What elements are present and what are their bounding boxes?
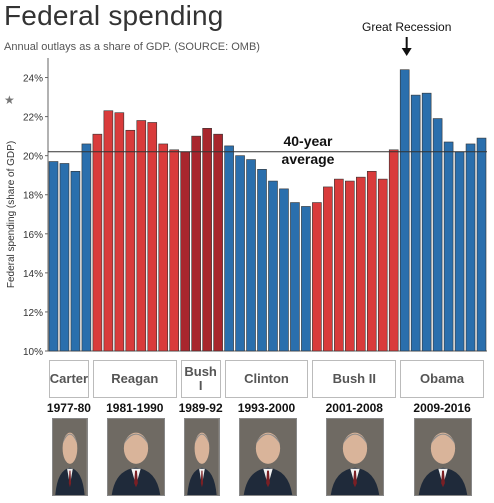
bar-1981	[92, 133, 103, 352]
y-axis-title: Federal spending (share of GDP)	[6, 141, 17, 288]
bar-1983	[114, 112, 125, 352]
president-portrait	[183, 418, 220, 496]
president-term-label: 1993-2000	[237, 401, 296, 415]
y-tick-label: 18%	[23, 191, 43, 202]
president-name-box: Obama	[400, 360, 484, 398]
bar-2002	[323, 186, 333, 352]
great-recession-label: Great Recession	[362, 20, 451, 34]
president-name-box: Reagan	[92, 360, 177, 398]
bar-1993	[224, 145, 234, 352]
bar-2006	[366, 170, 377, 352]
chart-title: Federal spending	[4, 0, 224, 31]
plot-area: 10% 12% 14% 16% 18% 20% 22% 24% Federal spending…	[6, 20, 487, 358]
president-name-box: Clinton	[224, 360, 309, 398]
president-term-label: 2009-2016	[413, 401, 471, 415]
bar-1980	[81, 143, 92, 352]
pin-icon[interactable]: ★	[4, 93, 15, 107]
bar-2007	[377, 178, 388, 352]
bar-2003	[334, 178, 344, 352]
bar-2005	[355, 176, 366, 352]
president-term-label: 1989-92	[178, 401, 223, 415]
y-tick-label: 12%	[23, 308, 43, 319]
bar-1987	[158, 143, 169, 352]
bar-1989	[180, 151, 190, 352]
bar-1998	[279, 188, 289, 352]
bar-2001	[312, 202, 322, 352]
y-tick-label: 24%	[23, 74, 43, 85]
y-tick-label: 14%	[23, 269, 43, 280]
bar-2000	[301, 206, 311, 352]
bar-1991	[202, 128, 212, 352]
bar-1999	[290, 202, 300, 352]
bar-1979	[70, 170, 81, 352]
bar-2012	[432, 118, 443, 352]
bar-1982	[103, 110, 114, 352]
president-portrait	[414, 418, 473, 496]
bar-1992	[213, 133, 223, 352]
president-term-label: 1981-1990	[106, 401, 164, 415]
president-portrait	[326, 418, 385, 496]
president-term-label: 2001-2008	[325, 401, 383, 415]
bar-2009	[399, 69, 410, 352]
bar-1990	[191, 135, 201, 352]
bar-1997	[268, 180, 278, 352]
bar-1994	[235, 155, 245, 352]
bar-1985	[136, 120, 147, 352]
great-recession-arrow-head	[401, 48, 412, 56]
y-tick-label: 20%	[23, 152, 43, 163]
president-term-label: 1977-80	[46, 401, 91, 415]
president-name-box: Carter	[49, 360, 89, 398]
president-portrait	[238, 418, 297, 496]
bar-1996	[257, 169, 267, 352]
bar-2013	[443, 141, 454, 352]
bar-1988	[169, 149, 180, 352]
average-label-line2: average	[282, 151, 335, 167]
president-name-box: Bush I	[180, 360, 221, 398]
bar-2010	[410, 94, 421, 352]
bar-1978	[59, 163, 70, 352]
bar-2016	[476, 137, 487, 352]
y-tick-label: 22%	[23, 113, 43, 124]
bar-2004	[345, 180, 355, 352]
bar-2008	[388, 149, 399, 352]
bar-1977	[48, 161, 59, 352]
chart-svg: 10% 12% 14% 16% 18% 20% 22% 24% Federal spending…	[6, 20, 487, 358]
bar-2011	[421, 92, 432, 352]
average-label-line1: 40-year	[283, 133, 333, 149]
y-tick-label: 10%	[23, 347, 43, 358]
bar-1986	[147, 122, 158, 352]
y-tick-label: 16%	[23, 230, 43, 241]
president-portrait	[52, 418, 88, 496]
president-name-box: Bush II	[312, 360, 397, 398]
chart-subtitle: Annual outlays as a share of GDP. (SOURC…	[4, 41, 260, 53]
bar-2014	[454, 151, 465, 352]
bar-2015	[465, 143, 476, 352]
president-portrait	[106, 418, 165, 496]
bar-1984	[125, 129, 136, 352]
bar-1995	[246, 159, 256, 352]
